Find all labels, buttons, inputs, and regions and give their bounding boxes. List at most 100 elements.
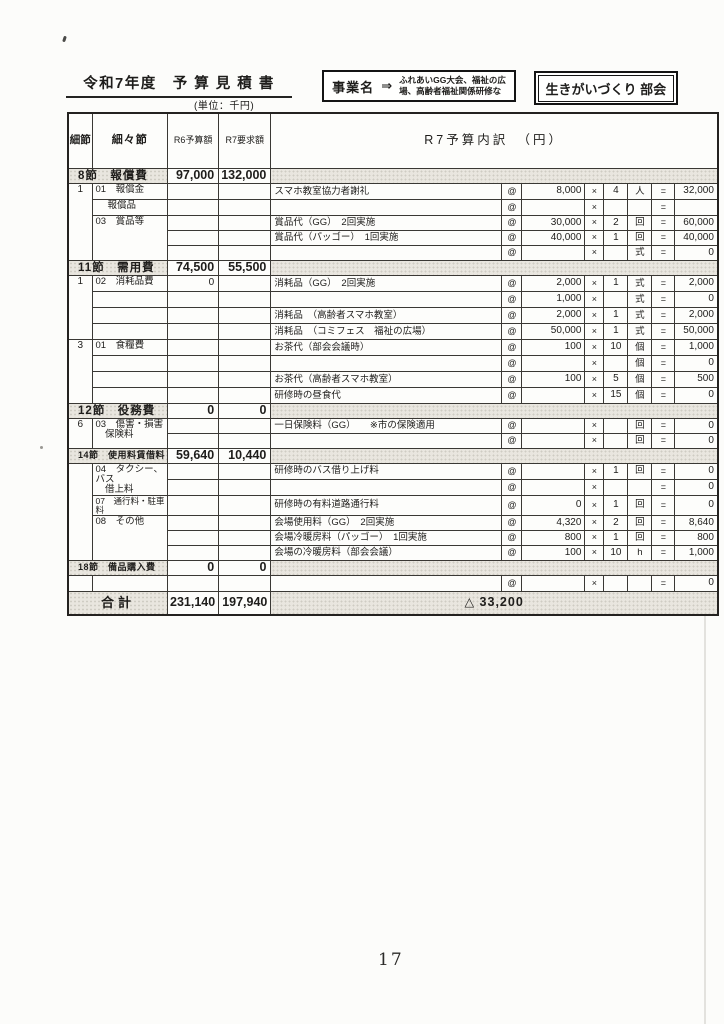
cell-item-label: 01 報償金: [91, 183, 169, 200]
cell-item-label: [91, 355, 169, 372]
cell-unit-price: 100: [521, 339, 586, 356]
header-subsection: 細節: [67, 112, 93, 169]
cell-detail-desc: 一日保険料（GG） ※市の保険適用: [270, 418, 503, 434]
cell-detail-desc: お茶代（部会会議時）: [270, 339, 503, 356]
cell-detail-desc: スマホ教室協力者謝礼: [270, 183, 503, 200]
cell-item-label: 報償品: [91, 199, 169, 216]
equals-sign: =: [651, 387, 676, 404]
section-r7-amount: 0: [218, 403, 272, 419]
cell-r6: [167, 514, 220, 531]
at-sign: @: [501, 199, 523, 216]
budget-table-grid: 細節 細々節 R6予算額 R7要求額 R7予算内訳 （円） 8節 報償費 97,000 132…: [67, 112, 719, 616]
cell-r7: [218, 418, 272, 434]
multiply-sign: ×: [584, 494, 605, 516]
cell-r6: [167, 323, 220, 340]
cell-subsection-no: 6: [67, 418, 93, 449]
at-sign: @: [501, 478, 523, 496]
cell-unit-price: 100: [521, 371, 586, 388]
table-row: 報償品 @ × =: [68, 199, 719, 216]
at-sign: @: [501, 418, 523, 434]
cell-unit-price: [521, 574, 586, 592]
cell-quantity: 1: [603, 307, 629, 324]
at-sign: @: [501, 183, 523, 200]
equals-sign: =: [651, 574, 676, 592]
table-row: 1 01 報償金 スマホ教室協力者謝礼 @8,000 × 4 人 = 32,000: [67, 183, 719, 261]
cell-detail-desc: 研修時の昼食代: [270, 387, 503, 404]
cell-detail-desc: [270, 355, 503, 372]
cell-amount: 40,000: [674, 230, 719, 246]
at-sign: @: [501, 215, 523, 231]
cell-amount: 0: [674, 245, 719, 261]
cell-unit-price: [521, 245, 586, 261]
cell-r6: [167, 230, 220, 246]
section-r6-amount: 97,000: [167, 168, 220, 184]
cell-unit-price: 800: [521, 529, 586, 546]
table-row: @ × = 0: [68, 478, 719, 496]
section-fill: [270, 448, 719, 464]
cell-amount: 2,000: [674, 275, 719, 292]
cell-amount: 1,000: [674, 339, 719, 356]
equals-sign: =: [651, 275, 676, 292]
cell-subsection-no: [67, 574, 93, 592]
cell-r7: [218, 323, 272, 340]
header-r6-budget: R6予算額: [167, 112, 220, 169]
cell-unit: 回: [627, 418, 653, 434]
unit-note: (単位：千円): [194, 101, 255, 112]
cell-detail-desc: [270, 574, 503, 592]
cell-amount: 0: [674, 478, 719, 496]
cell-r7: [218, 433, 272, 449]
table-row: @ × 式 = 0: [68, 245, 719, 261]
cell-r7: [218, 463, 272, 480]
cell-r6: [167, 245, 220, 261]
cell-r6: 0: [167, 275, 220, 292]
committee-name: 生きがいづくり 部会: [537, 74, 675, 102]
cell-amount: 800: [674, 529, 719, 546]
cell-quantity: 10: [603, 339, 629, 356]
multiply-sign: ×: [584, 230, 605, 246]
cell-quantity: [603, 291, 629, 308]
total-r7-amount: 197,940: [218, 590, 272, 616]
cell-unit: 回: [627, 514, 653, 531]
cell-r6: [167, 199, 220, 216]
cell-item-label: 02 消耗品費: [91, 275, 169, 292]
cell-unit: [627, 478, 653, 496]
multiply-sign: ×: [584, 355, 605, 372]
header-r7-breakdown: R7予算内訳 （円）: [270, 112, 719, 169]
cell-detail-desc: 賞品代（GG） 2回実施: [270, 215, 503, 231]
cell-r6: [167, 215, 220, 231]
cell-quantity: [603, 199, 629, 216]
equals-sign: =: [651, 355, 676, 372]
multiply-sign: ×: [584, 183, 605, 200]
equals-sign: =: [651, 291, 676, 308]
cell-unit-price: [521, 433, 586, 449]
cell-r7: [218, 514, 272, 531]
cell-r6: [167, 291, 220, 308]
cell-unit-price: 40,000: [521, 230, 586, 246]
cell-r7: [218, 355, 272, 372]
multiply-sign: ×: [584, 514, 605, 531]
section-label: 11節 需用費: [67, 260, 169, 276]
equals-sign: =: [651, 199, 676, 216]
total-row: 合計 231,140 197,940 △ 33,200: [67, 590, 719, 616]
cell-unit-price: [521, 418, 586, 434]
project-name-line-2: 場、高齢者福祉関係研修な: [399, 86, 502, 96]
page-number: 17: [378, 950, 404, 970]
cell-item-label: 08 その他: [91, 514, 169, 561]
cell-r6: [167, 418, 220, 434]
multiply-sign: ×: [584, 463, 605, 480]
section-label: 12節 役務費: [67, 403, 169, 419]
section-row: 14節 使用料賃借料 59,640 10,440: [67, 448, 719, 464]
cell-quantity: [603, 245, 629, 261]
at-sign: @: [501, 529, 523, 546]
at-sign: @: [501, 339, 523, 356]
cell-unit-price: [521, 387, 586, 404]
cell-unit: 式: [627, 275, 653, 292]
equals-sign: =: [651, 339, 676, 356]
section-r7-amount: 10,440: [218, 448, 272, 464]
equals-sign: =: [651, 215, 676, 231]
cell-r7: [218, 494, 272, 516]
cell-r7: [218, 307, 272, 324]
section-fill: [270, 260, 719, 276]
cell-quantity: 1: [603, 494, 629, 516]
cell-subsection-no: [67, 463, 93, 561]
